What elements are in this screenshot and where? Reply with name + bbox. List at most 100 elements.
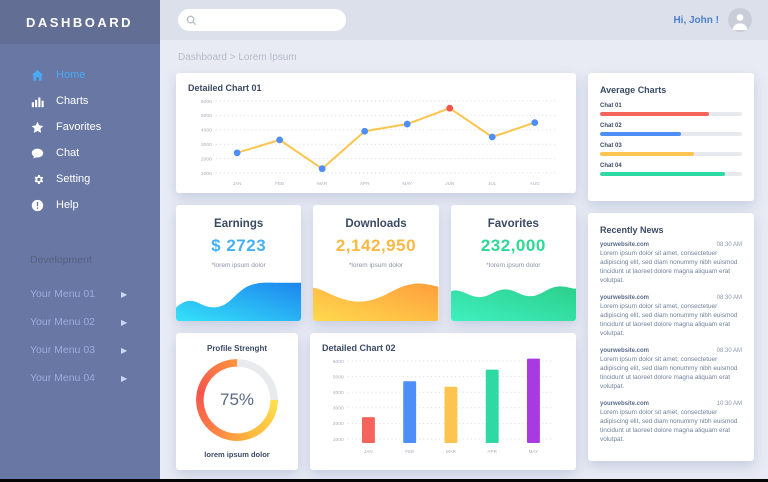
help-icon [30, 198, 44, 212]
progress-fill [600, 172, 725, 176]
news-item-header: yourwebsite.com 08:30 AM [600, 242, 742, 248]
sidebar: DASHBOARD Home Charts Favorites Chat Setting… [0, 0, 160, 482]
downloads-value: 2,142,950 [335, 236, 417, 255]
average-chart-label: Chat 03 [600, 143, 622, 149]
sidebar-item-home[interactable]: Home [0, 62, 160, 88]
favorites-card: Favorites 232,000 *lorem ipsum dolor [450, 205, 576, 321]
svg-text:FEB: FEB [275, 181, 284, 186]
earnings-title: Earnings [214, 218, 264, 230]
dev-item-label: Your Menu 02 [30, 316, 95, 328]
svg-text:JUL: JUL [488, 181, 497, 186]
average-chart-label: Chat 02 [600, 123, 622, 129]
svg-text:2000: 2000 [333, 421, 344, 427]
chevron-right-icon: ▶ [121, 345, 128, 355]
chevron-right-icon: ▶ [121, 317, 128, 327]
average-chart-row-2: Chat 02 [600, 123, 742, 136]
news-time: 10:30 AM [716, 400, 742, 407]
progress-track [600, 152, 742, 156]
sidebar-menu: Home Charts Favorites Chat Setting Help [0, 44, 160, 218]
average-chart-label: Chat 01 [600, 103, 622, 109]
svg-text:4000: 4000 [333, 390, 344, 396]
sidebar-item-label: Help [56, 199, 79, 211]
search-icon [186, 15, 197, 26]
news-item-4[interactable]: yourwebsite.com 10:30 AM Lorem ipsum dolor… [600, 401, 742, 445]
news-item-2[interactable]: yourwebsite.com 08:30 AM Lorem ipsum dolor… [600, 295, 742, 339]
profile-strength-percent: 75% [219, 390, 255, 409]
sidebar-item-setting[interactable]: Setting [0, 166, 160, 192]
progress-track [600, 112, 742, 116]
breadcrumb[interactable]: Dashboard > Lorem Ipsum [178, 52, 297, 63]
earnings-wave-graphic [176, 282, 302, 321]
progress-track [600, 172, 742, 176]
progress-fill [600, 132, 681, 136]
news-time: 08:30 AM [716, 294, 742, 301]
sidebar-dev-item-4[interactable]: Your Menu 04 ▶ [0, 364, 160, 392]
downloads-note: *lorem ipsum dolor [348, 262, 404, 269]
sidebar-item-label: Charts [56, 95, 89, 107]
news-text: Lorem ipsum dolor sit amet, consectetuer… [600, 250, 738, 284]
svg-text:MAY: MAY [402, 181, 412, 186]
chevron-right-icon: ▶ [121, 373, 128, 383]
average-chart-row-4: Chat 04 [600, 163, 742, 176]
earnings-card: Earnings $ 2723 *lorem ipsum dolor [176, 205, 302, 321]
svg-text:JAN: JAN [364, 449, 373, 454]
app-title: DASHBOARD [26, 14, 133, 30]
chart-02-title: Detailed Chart 02 [322, 343, 396, 353]
search-bar [178, 9, 346, 31]
dev-item-label: Your Menu 03 [30, 344, 95, 356]
svg-text:JAN: JAN [233, 181, 242, 186]
sidebar-item-label: Chat [56, 147, 80, 159]
earnings-value: $ 2723 [211, 236, 267, 255]
user-avatar[interactable] [728, 8, 752, 32]
svg-text:3000: 3000 [201, 142, 212, 148]
svg-text:5000: 5000 [333, 374, 344, 380]
news-item-3[interactable]: yourwebsite.com 08:30 AM Lorem ipsum dolor… [600, 348, 742, 392]
gear-icon [30, 172, 44, 186]
progress-track [600, 132, 742, 136]
sidebar-item-chat[interactable]: Chat [0, 140, 160, 166]
sidebar-dev-item-3[interactable]: Your Menu 03 ▶ [0, 336, 160, 364]
svg-text:1000: 1000 [201, 171, 212, 177]
svg-text:6000: 6000 [333, 359, 344, 365]
news-time: 08:30 AM [716, 347, 742, 354]
bar-chart: 1000 2000 3000 4000 5000 6000 JAN FEB MAR APR MAY [333, 358, 555, 454]
downloads-card: Downloads 2,142,950 *lorem ipsum dolor [313, 205, 439, 321]
development-section: Development Your Menu 01 ▶ Your Menu 02 ▶ Yo… [0, 254, 160, 392]
downloads-title: Downloads [345, 218, 407, 230]
news-list: yourwebsite.com 08:30 AM Lorem ipsum dolor… [600, 242, 742, 445]
svg-text:4000: 4000 [201, 128, 212, 134]
charts-icon [30, 94, 44, 108]
development-menu: Your Menu 01 ▶ Your Menu 02 ▶ Your Menu 03 ▶ Y… [0, 280, 160, 392]
svg-text:APR: APR [488, 449, 498, 454]
news-text: Lorem ipsum dolor sit amet, consectetuer… [600, 302, 738, 337]
profile-strength-donut [196, 359, 278, 441]
news-time: 08:30 AM [716, 242, 742, 248]
svg-text:5000: 5000 [201, 113, 212, 119]
earnings-note: *lorem ipsum dolor [211, 262, 266, 269]
news-domain: yourwebsite.com [600, 400, 650, 407]
dev-item-label: Your Menu 01 [30, 288, 95, 300]
news-domain: yourwebsite.com [600, 347, 650, 354]
chevron-right-icon: ▶ [121, 289, 128, 299]
news-item-header: yourwebsite.com 08:30 AM [600, 295, 742, 301]
svg-text:MAY: MAY [529, 449, 539, 454]
news-item-header: yourwebsite.com 08:30 AM [600, 348, 742, 354]
sidebar-item-favorites[interactable]: Favorites [0, 114, 160, 140]
svg-text:6000: 6000 [201, 99, 212, 105]
sidebar-dev-item-2[interactable]: Your Menu 02 ▶ [0, 308, 160, 336]
profile-strength-card: Profile Strenght 75% lorem ipsum dolor [176, 333, 298, 470]
favorites-note: *lorem ipsum dolor [486, 262, 541, 269]
news-text: Lorem ipsum dolor sit amet, consectetuer… [600, 355, 738, 390]
sidebar-item-charts[interactable]: Charts [0, 88, 160, 114]
progress-fill [600, 112, 710, 116]
average-chart-row-3: Chat 03 [600, 143, 742, 156]
average-chart-row-1: Chat 01 [600, 103, 742, 116]
user-greeting: Hi, John ! [673, 14, 719, 26]
sidebar-dev-item-1[interactable]: Your Menu 01 ▶ [0, 280, 160, 308]
sidebar-item-help[interactable]: Help [0, 192, 160, 218]
star-icon [30, 120, 44, 134]
svg-text:MAR: MAR [446, 449, 457, 454]
news-item-header: yourwebsite.com 10:30 AM [600, 401, 742, 407]
search-input[interactable] [203, 14, 333, 26]
news-item-1[interactable]: yourwebsite.com 08:30 AM Lorem ipsum dolor… [600, 242, 742, 286]
